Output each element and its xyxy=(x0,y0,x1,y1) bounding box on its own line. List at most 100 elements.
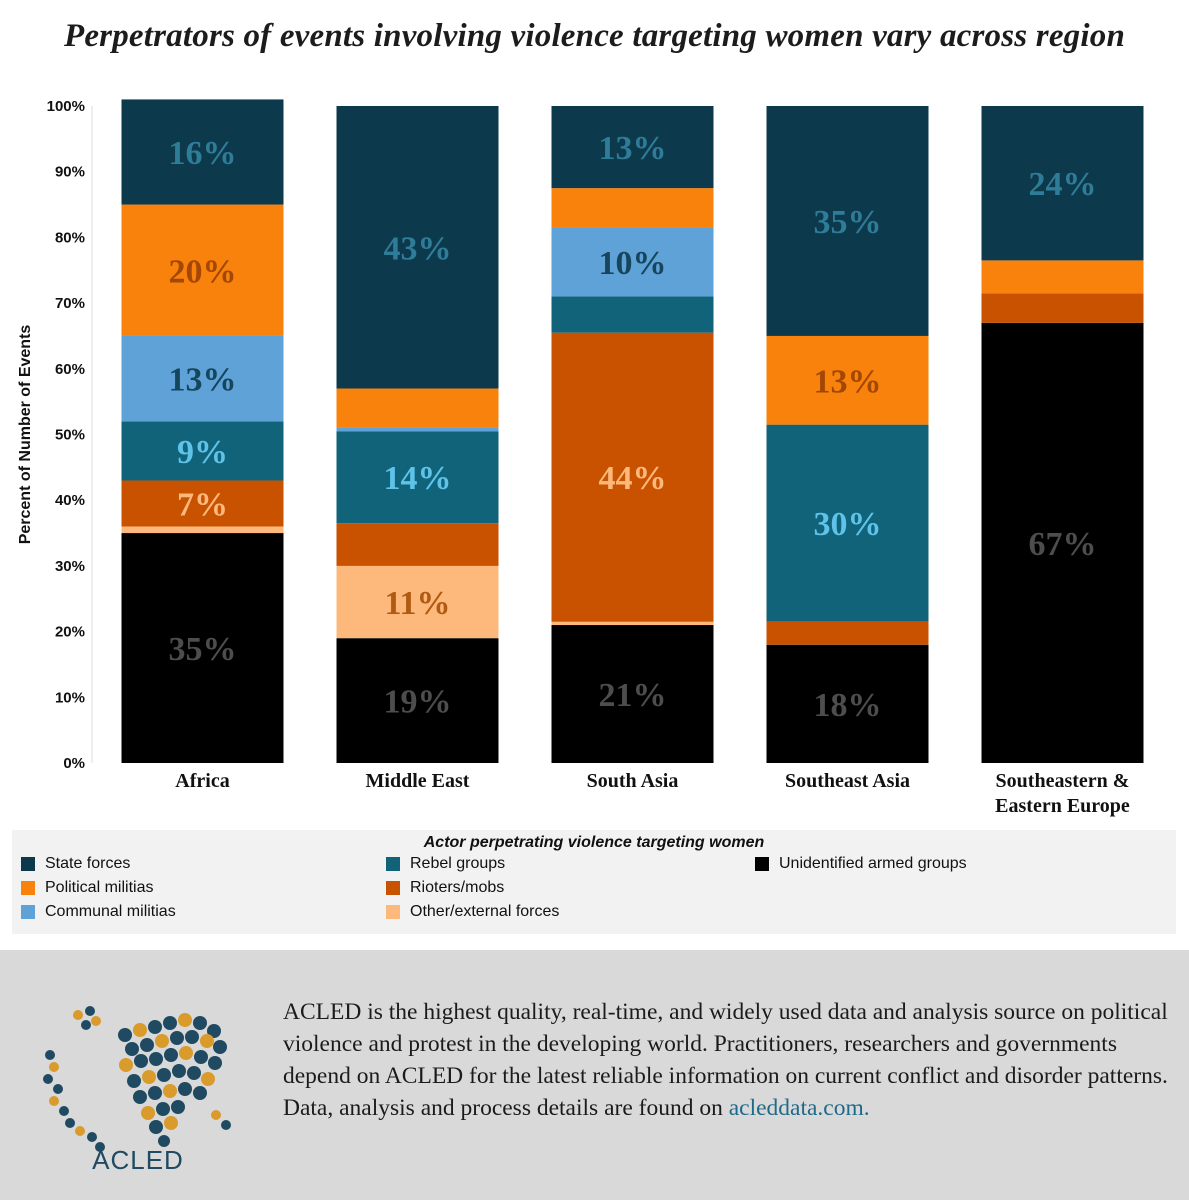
legend-swatch-other-external-forces xyxy=(386,905,400,919)
x-tick-label: Middle East xyxy=(366,770,470,792)
data-label: 67% xyxy=(1029,526,1097,563)
data-label: 21% xyxy=(599,677,667,714)
y-tick-label: 30% xyxy=(55,558,85,575)
bar-segment xyxy=(766,335,929,425)
legend-swatch-communal-militias xyxy=(21,905,35,919)
data-label: 13% xyxy=(599,130,667,167)
legend-swatch-unidentified-armed-groups xyxy=(755,857,769,871)
bar-segment xyxy=(121,421,284,481)
y-tick-label: 50% xyxy=(55,427,85,444)
bar-segment xyxy=(981,293,1144,323)
data-label: 14% xyxy=(384,460,452,497)
acled-logo-text: ACLED xyxy=(92,1145,184,1175)
legend-swatch-rioters-mobs xyxy=(386,881,400,895)
legend: Actor perpetrating violence targeting wo… xyxy=(12,830,1176,934)
legend-item-communal-militias: Communal militias xyxy=(21,901,176,923)
bar-segment xyxy=(336,523,499,566)
about-paragraph: ACLED is the highest quality, real-time,… xyxy=(283,999,1168,1121)
x-axis: Africa Middle East South Asia Southeast Asi… xyxy=(175,770,1130,817)
legend-label: Rebel groups xyxy=(410,855,506,872)
data-label: 10% xyxy=(599,245,667,282)
legend-label: Other/external forces xyxy=(410,903,560,920)
data-label: 18% xyxy=(814,687,882,724)
legend-item-political-militias: Political militias xyxy=(21,877,153,899)
data-label: 43% xyxy=(384,230,452,267)
about-text: ACLED is the highest quality, real-time,… xyxy=(283,996,1173,1124)
legend-item-other-external-forces: Other/external forces xyxy=(386,901,559,923)
bar-segment xyxy=(121,204,284,336)
data-label: 44% xyxy=(599,460,667,497)
legend-item-state-forces: State forces xyxy=(21,853,130,875)
legend-item-rebel-groups: Rebel groups xyxy=(386,853,505,875)
data-label: 30% xyxy=(814,506,882,543)
bar-segment xyxy=(981,106,1144,261)
bars-group: 35% 7% 9% 13% 20% 16% 19% 11% 14% 43% 21% 44% 10% 13%… xyxy=(121,99,1144,763)
bar-segment xyxy=(981,260,1144,294)
bar-segment xyxy=(551,621,714,626)
bar-segment xyxy=(336,388,499,428)
bar-segment xyxy=(551,296,714,333)
legend-item-rioters-mobs: Rioters/mobs xyxy=(386,877,504,899)
y-tick-label: 0% xyxy=(63,755,85,772)
bar-segment xyxy=(336,565,499,639)
bar-segment xyxy=(336,431,499,524)
y-tick-label: 20% xyxy=(55,624,85,641)
data-label: 24% xyxy=(1029,166,1097,203)
bar-segment xyxy=(121,533,284,763)
bar-segment xyxy=(121,335,284,422)
x-tick-label: Southeastern & Eastern Europe xyxy=(995,770,1130,817)
legend-label: State forces xyxy=(45,855,131,872)
x-tick-label: Africa xyxy=(175,770,229,792)
y-axis-label: Percent of Number of Events xyxy=(17,325,34,545)
globe-dots xyxy=(43,1006,231,1152)
bar-segment xyxy=(121,99,284,205)
legend-item-unidentified-armed-groups: Unidentified armed groups xyxy=(755,853,967,875)
y-tick-label: 90% xyxy=(55,164,85,181)
bar-segment xyxy=(551,625,714,763)
acled-website-link[interactable]: acleddata.com. xyxy=(728,1095,870,1121)
data-label: 16% xyxy=(169,135,237,172)
y-tick-label: 60% xyxy=(55,361,85,378)
bar-segment xyxy=(551,332,714,622)
data-label: 7% xyxy=(177,486,228,523)
y-tick-label: 10% xyxy=(55,689,85,706)
bar-segment xyxy=(121,480,284,527)
x-tick-label: Southeast Asia xyxy=(785,770,910,792)
data-label: 13% xyxy=(169,362,237,399)
x-tick-label: South Asia xyxy=(587,770,679,792)
legend-label: Political militias xyxy=(45,879,154,896)
legend-swatch-rebel-groups xyxy=(386,857,400,871)
chart-title: Perpetrators of events involving violenc… xyxy=(63,18,1126,54)
data-label: 35% xyxy=(169,631,237,668)
bar-segment xyxy=(121,526,284,534)
bar-segment xyxy=(766,424,929,622)
legend-label: Communal militias xyxy=(45,903,176,920)
footer: ACLED ACLED is the highest quality, real… xyxy=(0,950,1189,1200)
data-label: 19% xyxy=(384,684,452,721)
y-axis: 0% 10% 20% 30% 40% 50% 60% 70% 80% 90% 100% xyxy=(47,98,93,772)
acled-globe-logo xyxy=(43,1006,231,1152)
bar-segment xyxy=(336,638,499,763)
y-tick-label: 70% xyxy=(55,295,85,312)
bar-segment xyxy=(981,322,1144,763)
data-label: 20% xyxy=(169,253,237,290)
bar-segment xyxy=(551,106,714,189)
bar-segment xyxy=(766,644,929,763)
bar-segment xyxy=(336,106,499,389)
data-label: 9% xyxy=(177,434,228,471)
data-label: 11% xyxy=(384,585,450,622)
data-label: 13% xyxy=(814,363,882,400)
bar-segment xyxy=(336,427,499,432)
stacked-bar-chart: 0% 10% 20% 30% 40% 50% 60% 70% 80% 90% 100% Percen… xyxy=(17,98,1144,817)
y-tick-label: 100% xyxy=(47,98,85,115)
legend-label: Rioters/mobs xyxy=(410,879,505,896)
legend-title: Actor perpetrating violence targeting wo… xyxy=(423,834,765,851)
bar-segment xyxy=(551,188,714,228)
bar-segment xyxy=(766,106,929,336)
legend-label: Unidentified armed groups xyxy=(779,855,967,872)
legend-swatch-political-militias xyxy=(21,881,35,895)
legend-swatch-state-forces xyxy=(21,857,35,871)
y-tick-label: 40% xyxy=(55,492,85,509)
data-label: 35% xyxy=(814,204,882,241)
y-tick-label: 80% xyxy=(55,229,85,246)
